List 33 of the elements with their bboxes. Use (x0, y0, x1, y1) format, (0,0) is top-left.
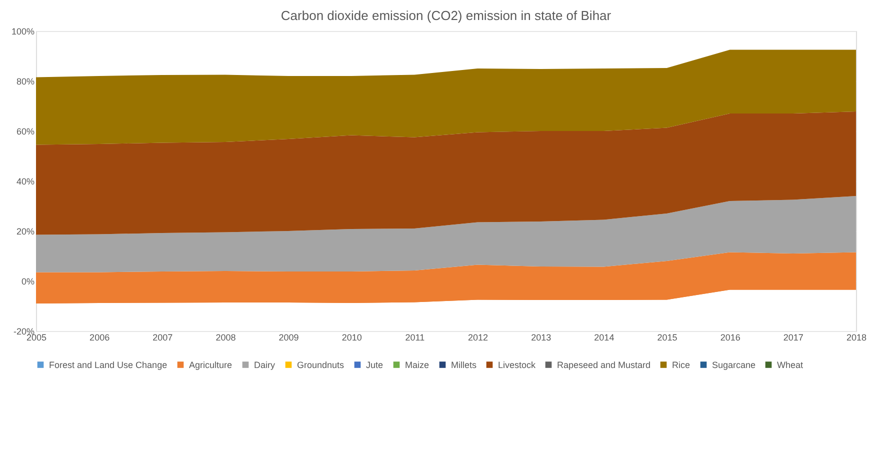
y-tick-label: 20% (16, 226, 34, 236)
x-tick-label: 2011 (405, 332, 425, 342)
x-tick-label: 2017 (783, 332, 804, 342)
chart-title: Carbon dioxide emission (CO2) emission in state of Bihar (280, 8, 612, 23)
x-tick-label: 2015 (657, 332, 678, 342)
y-tick-label: 60% (16, 126, 34, 136)
legend-label: Rice (672, 360, 690, 370)
x-tick-label: 2005 (26, 332, 47, 342)
y-tick-label: 40% (16, 176, 34, 186)
x-tick-label: 2013 (531, 332, 552, 342)
legend-label: Maize (405, 360, 430, 370)
legend-label: Rapeseed and Mustard (557, 360, 651, 370)
legend-label: Sugarcane (712, 360, 756, 370)
x-tick-label: 2009 (278, 332, 299, 342)
legend-label: Millets (451, 360, 477, 370)
legend-label: Agriculture (189, 360, 232, 370)
legend-label: Forest and Land Use Change (49, 360, 168, 370)
y-tick-label: 100% (11, 26, 34, 36)
legend-label: Groundnuts (297, 360, 345, 370)
y-tick-label: 0% (21, 276, 34, 286)
x-tick-label: 2006 (90, 332, 110, 342)
legend-label: Jute (366, 360, 384, 370)
y-tick-label: 80% (16, 76, 34, 86)
x-tick-label: 2010 (342, 332, 362, 342)
x-tick-label: 2012 (468, 332, 488, 342)
x-tick-label: 2016 (720, 332, 740, 342)
legend-label: Wheat (777, 360, 804, 370)
legend-label: Livestock (498, 360, 536, 370)
x-tick-label: 2018 (846, 332, 867, 342)
x-tick-label: 2007 (152, 332, 173, 342)
x-tick-label: 2014 (594, 332, 614, 342)
x-tick-label: 2008 (216, 332, 236, 342)
legend-label: Dairy (254, 360, 276, 370)
